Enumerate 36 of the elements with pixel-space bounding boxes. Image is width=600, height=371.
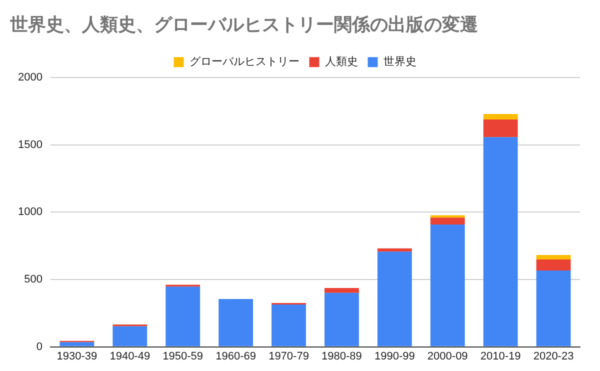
x-tick-label: 1960-69	[216, 350, 256, 362]
bar	[430, 218, 465, 224]
x-tick-label: 1980-89	[322, 350, 362, 362]
legend-label: 世界史	[383, 54, 416, 68]
y-tick-label: 0	[36, 340, 42, 353]
bar	[324, 292, 359, 346]
bar	[166, 286, 200, 346]
bar	[536, 270, 571, 346]
y-tick-label: 1500	[18, 138, 42, 151]
x-tick-label: 1940-49	[110, 350, 150, 362]
y-tick-label: 1000	[18, 206, 42, 218]
x-tick-label: 2010-19	[480, 350, 521, 362]
x-tick-label: 1970-79	[268, 350, 309, 362]
bar	[218, 299, 254, 346]
bar	[430, 224, 465, 346]
bar	[483, 137, 518, 346]
y-tick-label: 2000	[18, 72, 42, 84]
bar	[377, 248, 412, 252]
bar	[536, 259, 571, 270]
bar	[483, 114, 518, 120]
x-tick-label: 1930-39	[56, 350, 98, 362]
bar	[483, 119, 518, 138]
x-tick-label: 2000-09	[427, 350, 468, 362]
bar	[60, 342, 94, 346]
bar	[272, 304, 306, 346]
legend-label: グローバルヒストリー	[189, 54, 300, 68]
bar	[377, 252, 412, 346]
bar	[112, 326, 148, 346]
x-tick-label: 1950-59	[162, 350, 204, 362]
x-tick-label: 2020-23	[533, 350, 574, 362]
bar	[536, 255, 571, 260]
chart-title: 世界史、人類史、グローバルヒストリー関係の出版の変遷	[9, 14, 478, 36]
bar	[324, 288, 359, 293]
legend-label: 人類史	[324, 54, 358, 68]
x-tick-label: 1990-99	[374, 350, 415, 362]
y-tick-label: 500	[24, 274, 42, 286]
